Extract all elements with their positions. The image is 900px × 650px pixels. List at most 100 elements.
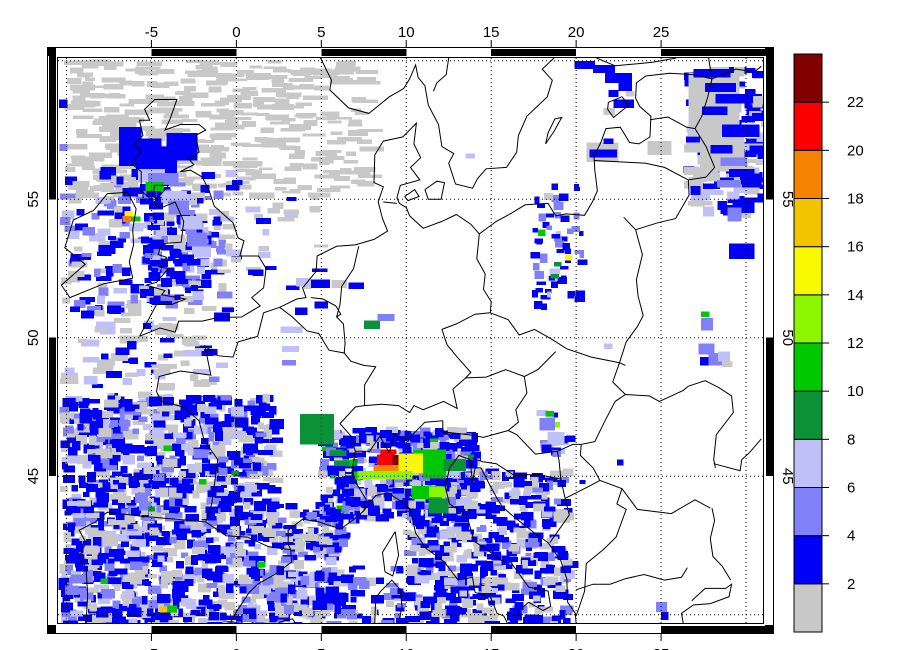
no2-pixel xyxy=(565,254,572,261)
no2-pixel xyxy=(552,449,561,457)
no2-pixel xyxy=(102,459,110,469)
no2-pixel xyxy=(517,528,526,534)
no2-pixel xyxy=(302,163,318,170)
no2-pixel xyxy=(688,201,713,206)
no2-pixel xyxy=(397,507,404,517)
no2-pixel xyxy=(234,505,243,516)
no2-pixel xyxy=(156,405,172,412)
no2-pixel xyxy=(201,561,208,570)
no2-pixel xyxy=(262,477,271,482)
no2-pixel xyxy=(370,606,377,616)
no2-pixel xyxy=(418,548,426,556)
frame-band-segment xyxy=(151,626,237,633)
no2-pixel xyxy=(442,430,448,436)
no2-pixel xyxy=(490,566,497,576)
no2-pixel xyxy=(215,62,238,65)
no2-pixel xyxy=(245,449,254,456)
no2-pixel xyxy=(263,577,274,585)
no2-pixel xyxy=(738,180,763,190)
no2-pixel xyxy=(357,181,375,187)
no2-pixel xyxy=(285,503,298,510)
no2-pixel xyxy=(352,577,367,586)
no2-pixel xyxy=(61,457,69,462)
no2-pixel xyxy=(209,114,231,120)
colorbar-cell xyxy=(793,198,823,248)
no2-pixel xyxy=(72,512,85,523)
no2-pixel xyxy=(514,513,529,520)
map-outlines xyxy=(60,58,762,623)
no2-pixel xyxy=(434,603,443,612)
no2-pixel xyxy=(519,505,526,511)
no2-pixel xyxy=(330,185,351,189)
no2-pixel xyxy=(249,556,260,564)
country-border xyxy=(465,369,525,379)
no2-pixel xyxy=(173,542,186,548)
lon-tick-label-bottom: 5 xyxy=(317,646,325,650)
no2-pixel xyxy=(551,615,562,623)
no2-pixel xyxy=(282,346,300,353)
colorbar-cell xyxy=(793,149,823,199)
no2-pixel xyxy=(77,420,84,431)
no2-pixel xyxy=(151,264,162,270)
no2-pixel xyxy=(255,622,265,623)
no2-pixel xyxy=(553,201,564,210)
no2-pixel xyxy=(170,532,177,540)
no2-pixel xyxy=(179,210,195,220)
no2-pixel xyxy=(176,532,187,541)
no2-pixel xyxy=(173,294,184,300)
no2-pixel xyxy=(283,528,292,534)
no2-pixel xyxy=(188,484,195,494)
frame-band-segment xyxy=(48,48,56,56)
no2-pixel xyxy=(424,476,439,485)
no2-pixel xyxy=(186,599,197,609)
no2-pixel xyxy=(693,168,712,178)
no2-pixel xyxy=(218,500,225,509)
no2-pixel xyxy=(273,572,289,578)
no2-pixel xyxy=(111,616,126,623)
no2-pixel xyxy=(326,546,339,555)
no2-pixel xyxy=(420,601,430,609)
no2-pixel xyxy=(273,179,297,185)
no2-pixel xyxy=(281,118,296,122)
no2-pixel xyxy=(505,564,513,570)
no2-pixel xyxy=(334,475,346,485)
no2-pixel xyxy=(147,225,160,231)
coastline xyxy=(374,579,403,623)
no2-pixel xyxy=(96,360,114,369)
no2-pixel xyxy=(451,537,459,547)
no2-pixel xyxy=(225,243,233,250)
no2-pixel xyxy=(522,587,535,595)
no2-pixel xyxy=(540,568,555,574)
no2-pixel xyxy=(282,84,294,90)
no2-pixel xyxy=(536,238,543,245)
no2-pixel xyxy=(156,216,165,226)
frame-band-segment xyxy=(321,626,407,633)
no2-pixel xyxy=(458,471,465,481)
no2-pixel xyxy=(373,497,385,504)
no2-pixel xyxy=(510,618,519,623)
no2-pixel xyxy=(312,600,328,610)
no2-pixel xyxy=(144,433,160,441)
no2-pixel xyxy=(513,477,525,488)
no2-pixel xyxy=(187,539,196,549)
lon-tick-label-top: 5 xyxy=(317,24,325,41)
no2-pixel xyxy=(253,101,265,107)
frame-band-segment xyxy=(491,49,577,56)
no2-pixel xyxy=(529,591,538,599)
no2-pixel xyxy=(74,559,89,568)
no2-pixel xyxy=(238,578,253,585)
no2-pixel xyxy=(225,249,242,257)
no2-pixel xyxy=(269,418,284,429)
no2-pixel xyxy=(107,577,122,584)
no2-pixel xyxy=(156,455,165,461)
no2-pixel xyxy=(301,607,314,617)
no2-pixel xyxy=(156,593,171,603)
no2-pixel xyxy=(295,278,312,287)
no2-pixel xyxy=(556,230,562,237)
no2-pixel xyxy=(80,454,93,463)
no2-pixel xyxy=(183,423,193,434)
no2-pixel xyxy=(132,598,141,609)
no2-pixel xyxy=(236,530,246,540)
no2-pixel xyxy=(223,435,232,446)
no2-pixel xyxy=(182,478,193,484)
